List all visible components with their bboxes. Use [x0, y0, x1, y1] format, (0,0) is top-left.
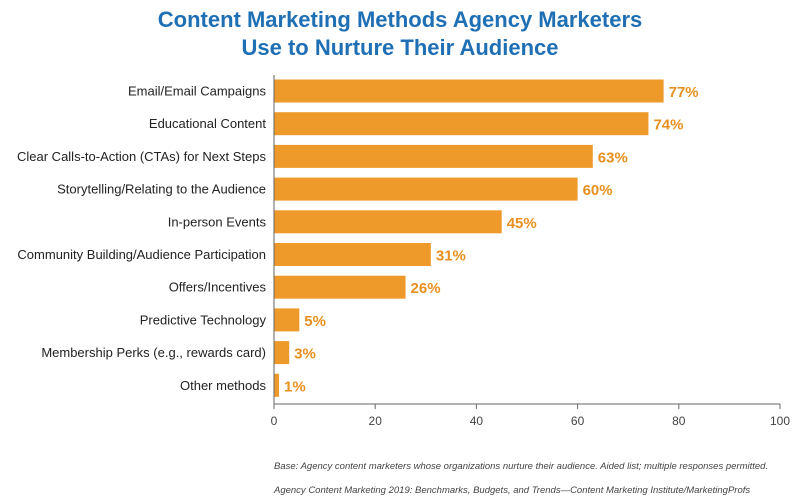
value-label: 26%: [411, 280, 441, 297]
bar: [274, 210, 502, 234]
value-label: 63%: [598, 149, 628, 166]
chart-title-line-1: Content Marketing Methods Agency Markete…: [157, 7, 643, 32]
bar: [274, 243, 431, 266]
x-tick-label: 20: [369, 414, 383, 428]
chart-title: Content Marketing Methods Agency Markete…: [0, 6, 800, 62]
category-label: Clear Calls-to-Action (CTAs) for Next St…: [17, 149, 266, 164]
value-label: 1%: [284, 378, 306, 395]
bar: [274, 341, 290, 365]
bar: [274, 373, 280, 397]
value-label: 60%: [583, 182, 613, 199]
bar: [274, 79, 664, 103]
category-label: Storytelling/Relating to the Audience: [57, 182, 266, 197]
x-tick-label: 60: [571, 414, 585, 428]
value-label: 74%: [653, 117, 683, 134]
x-tick-label: 100: [770, 414, 790, 428]
value-label: 31%: [436, 248, 466, 265]
footer-base-note: Base: Agency content marketers whose org…: [274, 461, 769, 472]
category-label: Other methods: [180, 378, 266, 393]
value-label: 3%: [294, 346, 316, 363]
x-tick-label: 80: [672, 414, 686, 428]
value-label: 45%: [507, 215, 537, 232]
category-label: Offers/Incentives: [169, 280, 267, 295]
x-tick-label: 40: [470, 414, 484, 428]
value-label: 77%: [669, 84, 699, 101]
footer-source-note: Agency Content Marketing 2019: Benchmark…: [274, 485, 751, 496]
bar: [274, 144, 593, 168]
category-label: Educational Content: [149, 116, 266, 131]
bar: [274, 275, 406, 299]
chart-title-line-2: Use to Nurture Their Audience: [241, 35, 559, 60]
category-label: In-person Events: [168, 214, 267, 229]
category-label: Community Building/Audience Participatio…: [17, 247, 266, 262]
bar: [274, 112, 649, 136]
category-label: Predictive Technology: [140, 312, 267, 327]
bar: [274, 308, 300, 332]
category-label: Email/Email Campaigns: [128, 84, 266, 99]
value-label: 5%: [304, 313, 326, 330]
bar: [274, 177, 578, 201]
category-label: Membership Perks (e.g., rewards card): [41, 345, 266, 360]
x-tick-label: 0: [271, 414, 278, 428]
